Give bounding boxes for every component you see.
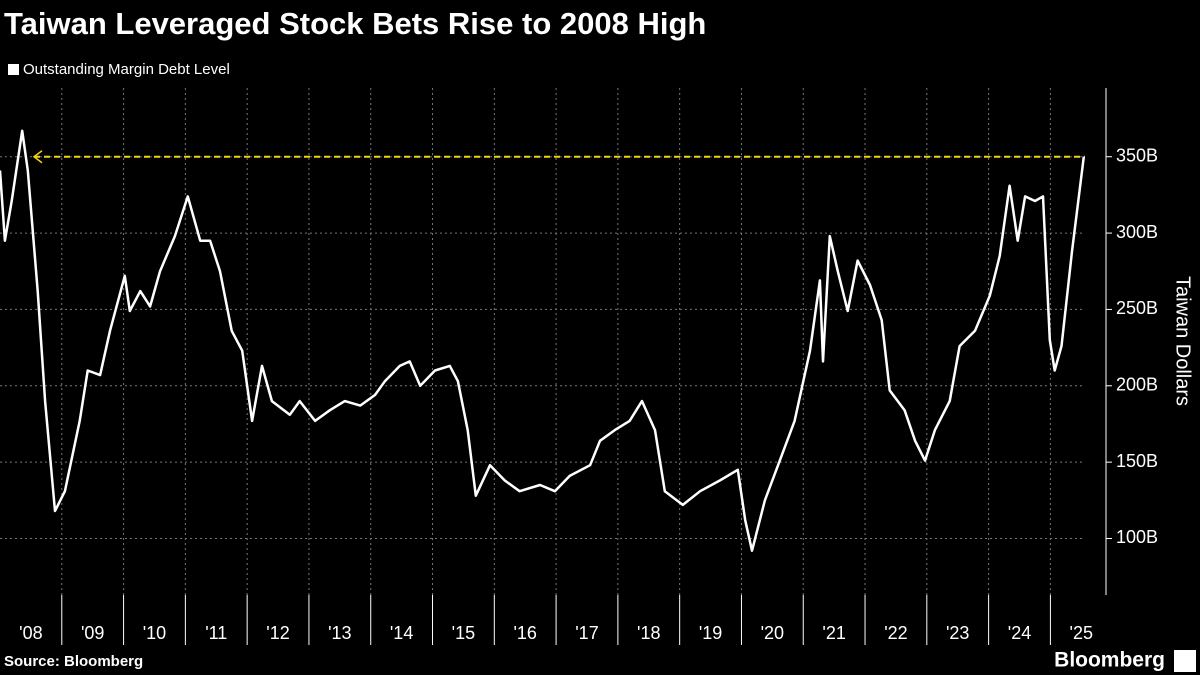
x-tick-label: '10 [143, 623, 166, 643]
x-tick-label: '19 [699, 623, 722, 643]
source: Source: Bloomberg [4, 653, 143, 670]
x-tick-label: '11 [205, 623, 227, 643]
y-tick-label: 350B [1116, 145, 1158, 165]
reference-arrow [32, 150, 43, 164]
x-tick-label: '14 [390, 623, 413, 643]
x-tick-label: '20 [761, 623, 784, 643]
x-tick-label: '16 [513, 623, 536, 643]
x-tick-label: '15 [452, 623, 475, 643]
x-tick-label: '24 [1008, 623, 1031, 643]
x-tick-label: '17 [575, 623, 598, 643]
x-tick-label: '21 [822, 623, 845, 643]
y-tick-label: 300B [1116, 222, 1158, 242]
x-tick-label: '09 [81, 623, 104, 643]
legend-label: Outstanding Margin Debt Level [23, 61, 230, 78]
y-axis-label: Taiwan Dollars [1172, 276, 1194, 406]
legend-swatch [8, 64, 19, 75]
logo: Bloomberg [1054, 649, 1165, 672]
chart-title: Taiwan Leveraged Stock Bets Rise to 2008… [4, 6, 706, 41]
x-tick-label: '22 [884, 623, 907, 643]
data-line [0, 129, 1086, 552]
y-tick-label: 150B [1116, 451, 1158, 471]
x-tick-label: '08 [19, 623, 42, 643]
y-tick-label: 200B [1116, 375, 1158, 395]
x-tick-label: '18 [637, 623, 660, 643]
x-tick-label: '23 [946, 623, 969, 643]
x-tick-label: '25 [1070, 623, 1093, 643]
y-tick-label: 250B [1116, 298, 1158, 318]
y-tick-label: 100B [1116, 527, 1158, 547]
x-tick-label: '13 [328, 623, 351, 643]
x-tick-label: '12 [266, 623, 289, 643]
logo-icon [1174, 650, 1196, 672]
